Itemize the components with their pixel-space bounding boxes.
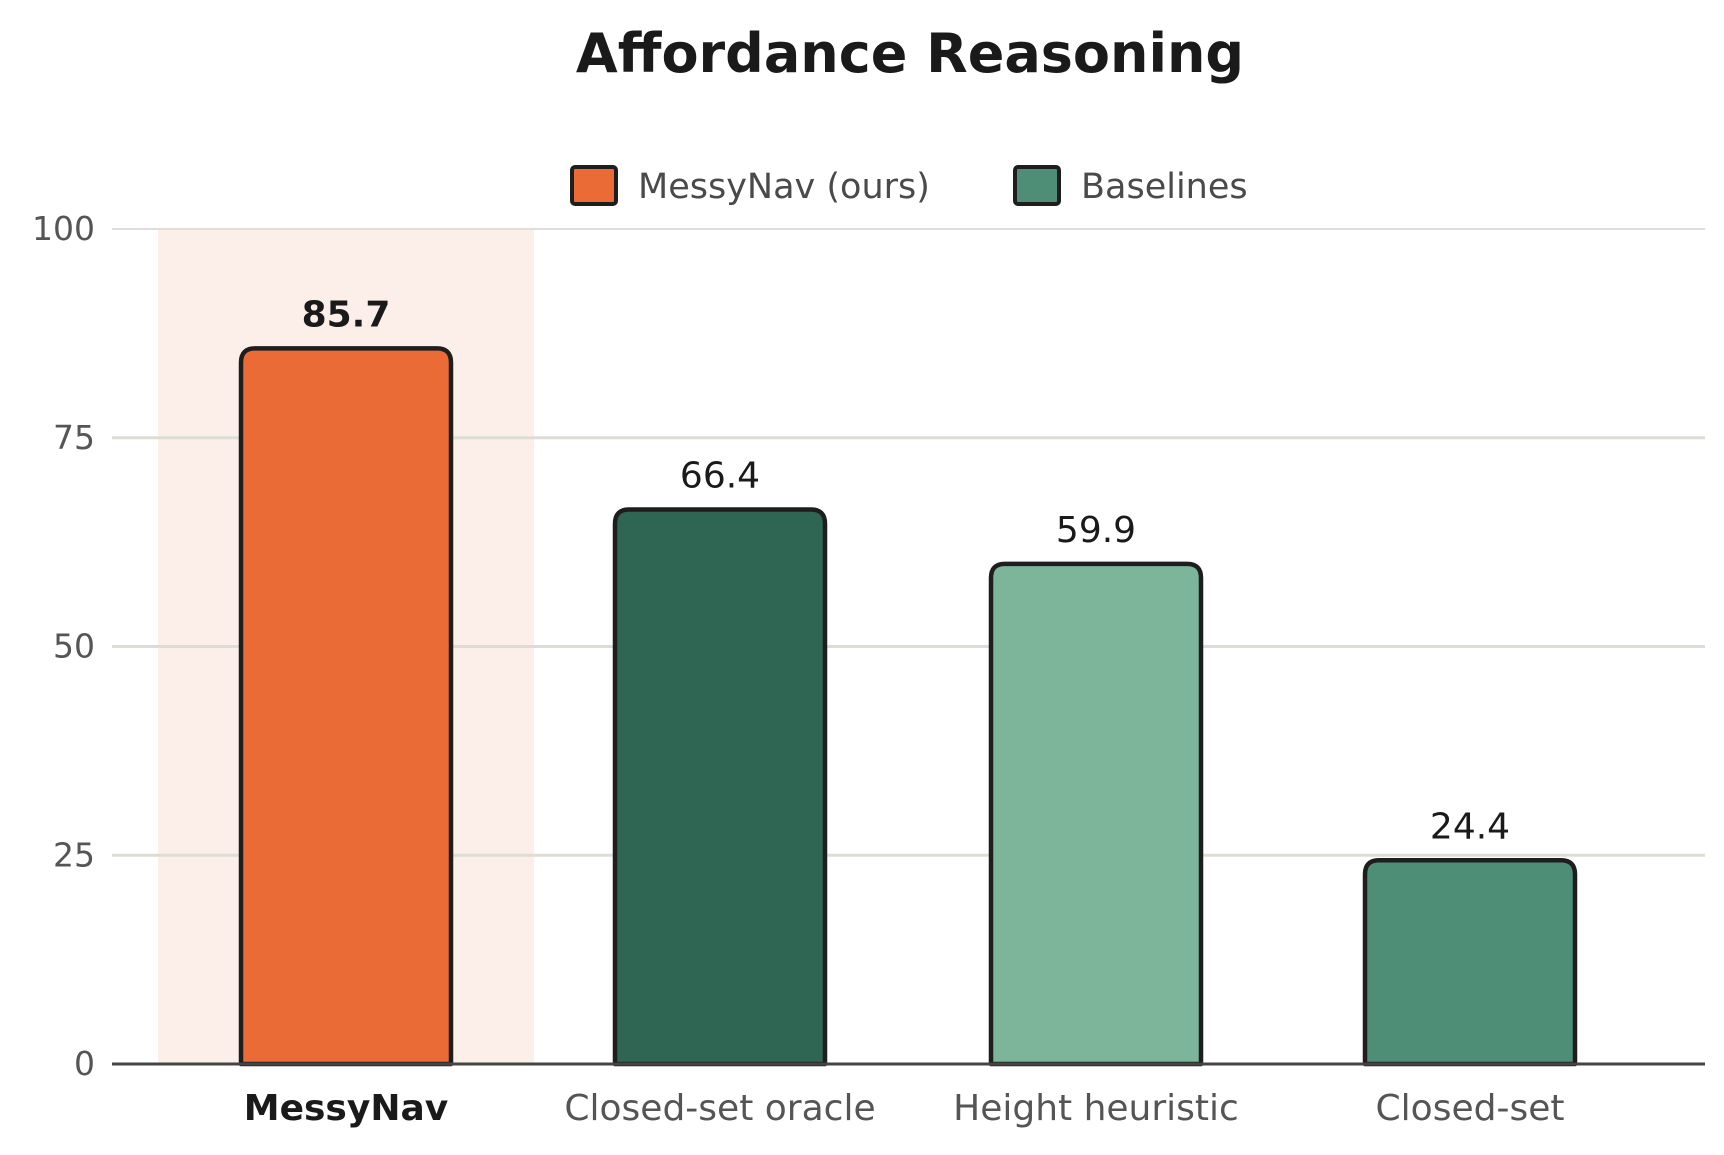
legend: MessyNav (ours) Baselines (570, 165, 1248, 207)
bar-closed-set (1362, 858, 1578, 1067)
y-tick-label: 0 (74, 1044, 95, 1083)
y-tick-label: 25 (53, 835, 95, 874)
legend-swatch (570, 165, 618, 206)
y-tick-label: 100 (32, 209, 95, 248)
x-tick-label: MessyNav (244, 1088, 448, 1129)
chart-title: Affordance Reasoning (576, 22, 1244, 85)
legend-label: Baselines (1081, 167, 1248, 207)
data-label: 59.9 (1056, 510, 1136, 551)
bar-messynav (238, 346, 454, 1067)
legend-swatch (1013, 165, 1061, 206)
x-tick-label: Closed-set oracle (564, 1088, 875, 1129)
x-tick-label: Height heuristic (953, 1088, 1239, 1129)
y-tick-label: 75 (53, 418, 95, 457)
data-label: 66.4 (680, 456, 760, 497)
bar-height-heuristic (988, 561, 1204, 1067)
bar-closed-set-oracle (612, 507, 828, 1067)
data-label: 85.7 (302, 294, 391, 335)
legend-label: MessyNav (ours) (638, 167, 930, 207)
y-tick-label: 50 (53, 627, 95, 666)
data-label: 24.4 (1430, 806, 1510, 847)
x-tick-label: Closed-set (1376, 1088, 1565, 1129)
